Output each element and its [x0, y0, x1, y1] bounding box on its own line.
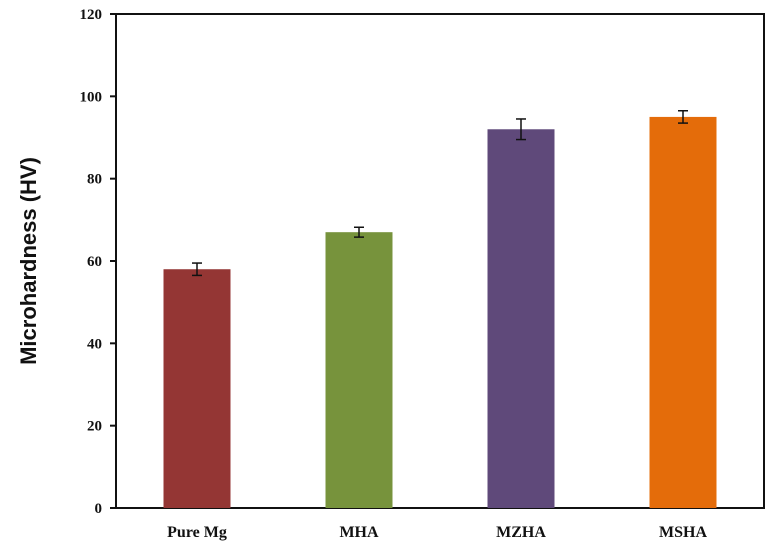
bar-mzha	[487, 129, 555, 508]
bar-mha	[325, 232, 393, 508]
x-axis: Pure Mg MHA MZHA MSHA	[167, 524, 707, 541]
x-tick-label: MSHA	[659, 524, 707, 541]
bar-msha	[649, 116, 717, 509]
x-tick-label: Pure Mg	[167, 524, 227, 541]
y-tick-label: 120	[80, 7, 103, 23]
y-tick-label: 20	[87, 419, 102, 435]
bar-pure-mg	[163, 269, 231, 508]
y-axis: 0 20 40 60 80 100 120	[80, 7, 116, 517]
y-axis-title: Microhardness (HV)	[16, 157, 41, 365]
x-tick-label: MHA	[339, 524, 379, 541]
y-tick-label: 40	[87, 336, 102, 352]
y-tick-label: 100	[80, 89, 103, 105]
bar-series	[163, 109, 717, 509]
x-tick-label: MZHA	[496, 524, 546, 541]
y-tick-label: 60	[87, 254, 102, 270]
y-tick-label: 0	[95, 501, 103, 517]
y-tick-label: 80	[87, 172, 102, 188]
